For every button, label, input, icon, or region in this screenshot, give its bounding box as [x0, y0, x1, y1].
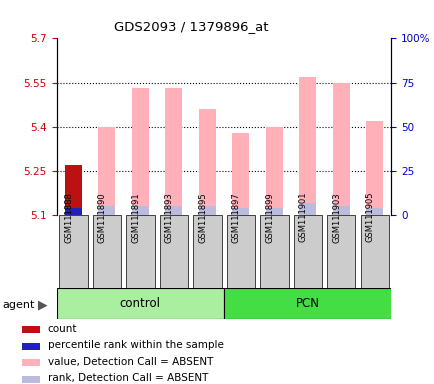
Text: percentile rank within the sample: percentile rank within the sample [48, 340, 223, 350]
Bar [332, 83, 349, 215]
Bar [65, 165, 82, 215]
Bar [126, 215, 154, 288]
Text: GSM111895: GSM111895 [198, 192, 207, 243]
Text: value, Detection Call = ABSENT: value, Detection Call = ABSENT [48, 357, 213, 367]
Bar [360, 215, 388, 288]
Bar [22, 326, 39, 333]
Bar [226, 215, 254, 288]
Text: GSM111890: GSM111890 [98, 192, 107, 243]
Bar [65, 208, 82, 215]
Bar [265, 127, 282, 215]
Text: GSM111891: GSM111891 [131, 192, 140, 243]
Bar [132, 88, 148, 215]
Bar [92, 215, 121, 288]
Bar [65, 208, 82, 215]
Bar [326, 215, 355, 288]
Bar [59, 215, 87, 288]
Text: GSM111901: GSM111901 [298, 192, 307, 242]
Bar [98, 127, 115, 215]
Text: GSM111888: GSM111888 [64, 192, 73, 243]
Bar [260, 215, 288, 288]
Text: count: count [48, 324, 77, 334]
Bar [232, 208, 249, 215]
Bar [193, 215, 221, 288]
Bar [299, 77, 316, 215]
Text: GSM111893: GSM111893 [164, 192, 174, 243]
Text: GDS2093 / 1379896_at: GDS2093 / 1379896_at [114, 20, 268, 33]
Bar [56, 288, 224, 319]
Bar [198, 206, 215, 215]
Bar [98, 206, 115, 215]
Text: GSM111899: GSM111899 [265, 192, 274, 243]
Bar [332, 206, 349, 215]
Text: PCN: PCN [295, 297, 319, 310]
Bar [365, 208, 382, 215]
Bar [22, 343, 39, 350]
Bar [159, 215, 187, 288]
Text: GSM111905: GSM111905 [365, 192, 374, 242]
Bar [22, 376, 39, 383]
Bar [224, 288, 391, 319]
Bar [165, 88, 182, 215]
Bar [65, 165, 82, 215]
Bar [22, 359, 39, 366]
Bar [232, 132, 249, 215]
Text: GSM111903: GSM111903 [332, 192, 341, 243]
Bar [165, 206, 182, 215]
Text: GSM111897: GSM111897 [231, 192, 240, 243]
Bar [198, 109, 215, 215]
Text: ▶: ▶ [38, 299, 48, 312]
Bar [132, 206, 148, 215]
Text: rank, Detection Call = ABSENT: rank, Detection Call = ABSENT [48, 373, 207, 383]
Text: agent: agent [2, 300, 34, 310]
Text: control: control [119, 297, 161, 310]
Bar [299, 203, 316, 215]
Bar [265, 208, 282, 215]
Bar [293, 215, 321, 288]
Bar [365, 121, 382, 215]
